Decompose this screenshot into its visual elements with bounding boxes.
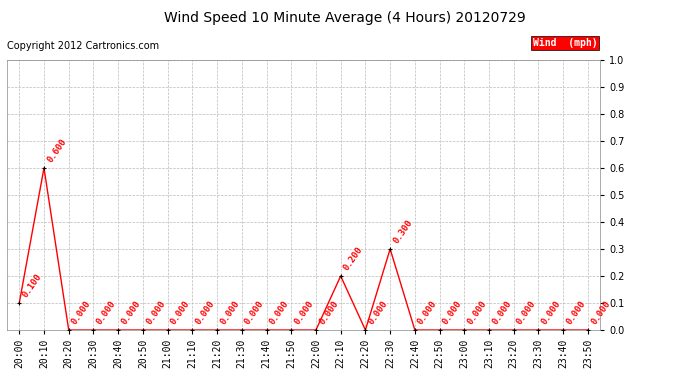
Text: 0.000: 0.000 [564,298,587,326]
Text: 0.000: 0.000 [491,298,513,326]
Text: 0.000: 0.000 [268,298,290,326]
Text: Wind Speed 10 Minute Average (4 Hours) 20120729: Wind Speed 10 Minute Average (4 Hours) 2… [164,11,526,25]
Text: 0.300: 0.300 [391,217,414,245]
Text: 0.000: 0.000 [293,298,315,326]
Text: 0.000: 0.000 [466,298,489,326]
Text: 0.000: 0.000 [589,298,612,326]
Text: Wind  (mph): Wind (mph) [533,38,598,48]
Text: 0.200: 0.200 [342,244,365,272]
Text: 0.000: 0.000 [367,298,390,326]
Text: 0.000: 0.000 [416,298,439,326]
Text: 0.000: 0.000 [70,298,93,326]
Text: 0.000: 0.000 [194,298,217,326]
Text: 0.600: 0.600 [46,136,68,164]
Text: 0.000: 0.000 [540,298,562,326]
Text: 0.000: 0.000 [243,298,266,326]
Text: 0.000: 0.000 [219,298,241,326]
Text: 0.000: 0.000 [441,298,464,326]
Text: 0.000: 0.000 [144,298,167,326]
Text: 0.000: 0.000 [95,298,117,326]
Text: 0.000: 0.000 [317,298,340,326]
Text: 0.100: 0.100 [21,272,43,299]
Text: 0.000: 0.000 [515,298,538,326]
Text: Copyright 2012 Cartronics.com: Copyright 2012 Cartronics.com [7,41,159,51]
Text: 0.000: 0.000 [169,298,192,326]
Text: 0.000: 0.000 [119,298,142,326]
